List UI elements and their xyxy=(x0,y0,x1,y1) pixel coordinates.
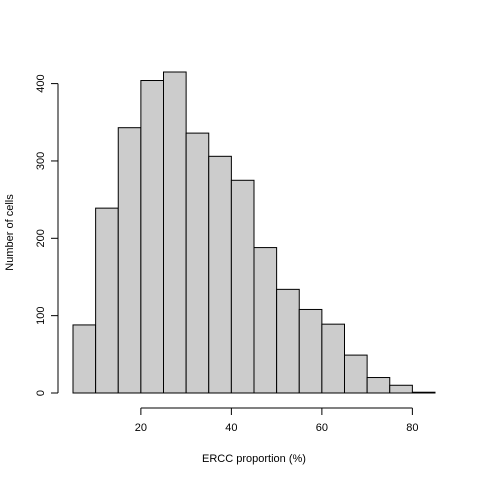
y-tick-label: 100 xyxy=(35,306,47,324)
y-axis: 0 100 200 300 400 xyxy=(35,74,59,396)
histogram-bar xyxy=(117,127,142,394)
histogram-bar xyxy=(230,179,255,394)
histogram-bar xyxy=(72,324,97,394)
x-tick-label: 40 xyxy=(225,422,237,434)
histogram-bar xyxy=(276,288,300,394)
x-axis: 20 40 60 80 xyxy=(135,407,419,434)
histogram-bar xyxy=(366,377,391,394)
histogram-bar xyxy=(321,323,345,394)
y-axis-title: Number of cells xyxy=(4,194,16,271)
histogram-bar xyxy=(140,80,164,394)
x-tick-label: 20 xyxy=(135,422,147,434)
histogram-bar xyxy=(411,391,436,394)
x-tick-label: 80 xyxy=(406,422,418,434)
y-tick-label: 400 xyxy=(35,74,47,92)
x-tick-label: 60 xyxy=(316,422,328,434)
histogram-bar xyxy=(389,384,413,394)
y-tick-label: 0 xyxy=(35,390,47,396)
bars-group xyxy=(72,71,436,394)
histogram-bar xyxy=(298,308,323,394)
histogram-bar xyxy=(208,155,232,394)
histogram-bar xyxy=(253,247,278,394)
histogram-bar xyxy=(163,71,187,394)
histogram-bar xyxy=(344,354,368,394)
y-tick-label: 200 xyxy=(35,229,47,247)
histogram-bar xyxy=(185,132,210,394)
histogram-bar xyxy=(95,207,119,394)
x-axis-title: ERCC proportion (%) xyxy=(202,453,306,465)
y-tick-label: 300 xyxy=(35,152,47,170)
